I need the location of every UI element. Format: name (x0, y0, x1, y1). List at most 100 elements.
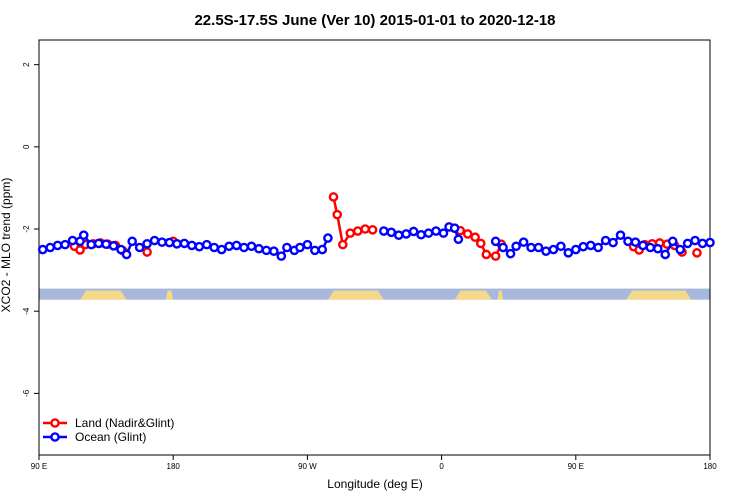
series-1-point-76 (660, 249, 671, 260)
land-band-5 (626, 290, 692, 300)
series-0-point-19 (462, 229, 473, 239)
surface-band (39, 288, 710, 300)
land-band-0 (80, 290, 127, 300)
series-1-point-37 (302, 239, 313, 250)
land-band-1 (165, 290, 174, 300)
y-tick-label-4: -6 (22, 389, 31, 397)
y-tick-label-1: 0 (22, 144, 31, 149)
series-1-point-21 (187, 240, 197, 251)
series-1-point-73 (638, 240, 648, 251)
series-0-point-21 (475, 238, 486, 249)
y-tick-label-3: -4 (22, 307, 31, 315)
series-0 (69, 192, 702, 261)
series-1-point-22 (194, 241, 205, 252)
series-1-point-18 (164, 237, 175, 248)
x-tick-label-0: 90 E (31, 462, 47, 471)
legend: Land (Nadir&Glint)Ocean (Glint) (43, 416, 174, 444)
series-1-point-53 (490, 236, 501, 247)
series-1-point-20 (179, 238, 190, 249)
series-1-point-7 (86, 239, 96, 250)
series-layer (37, 192, 715, 261)
series-1-point-69 (608, 237, 618, 248)
series-1-point-56 (511, 241, 521, 252)
series-0-point-20 (470, 232, 480, 243)
series-0-point-10 (328, 192, 339, 202)
y-tick-label-2: -2 (22, 225, 31, 233)
series-0-point-14 (352, 226, 363, 236)
series-1-point-71 (623, 236, 633, 247)
series-1-point-1 (45, 242, 55, 253)
y-tick-label-0: 2 (22, 62, 31, 67)
series-1-point-41 (379, 226, 389, 236)
series-1-point-44 (401, 229, 411, 239)
series-1-point-67 (593, 242, 603, 253)
series-0-point-22 (481, 249, 492, 260)
series-1-point-45 (408, 226, 419, 237)
series-0-point-16 (367, 225, 378, 235)
series-1-point-80 (690, 235, 700, 246)
series-1-point-58 (526, 242, 536, 253)
series-1-point-82 (705, 237, 715, 248)
series-0-point-33 (692, 248, 702, 258)
x-tick-label-3: 0 (439, 462, 444, 471)
series-1-point-12 (121, 249, 132, 260)
series-1-point-39 (317, 244, 328, 255)
series-1-point-19 (172, 239, 182, 249)
series-1-point-42 (386, 227, 397, 238)
series-1-point-13 (127, 236, 137, 247)
series-1-point-8 (93, 238, 104, 249)
legend-marker-1 (50, 432, 60, 442)
series-1-point-9 (101, 239, 111, 250)
series-1-point-63 (563, 248, 574, 258)
y-axis-label: XCO2 - MLO trend (ppm) (0, 178, 13, 313)
series-1-point-29 (246, 241, 257, 252)
series-1-point-57 (518, 237, 529, 247)
x-axis-label: Longitude (deg E) (327, 477, 422, 491)
series-1-point-31 (261, 245, 272, 256)
series-1-point-59 (533, 242, 544, 253)
series-1-point-64 (571, 244, 581, 255)
series-1-point-52 (453, 234, 464, 245)
series-0-point-1 (75, 245, 85, 255)
series-1-point-72 (630, 237, 641, 247)
series-1-point-16 (149, 235, 160, 246)
series-1-point-3 (60, 239, 70, 250)
series-1-point-15 (142, 239, 152, 249)
series-1-point-38 (310, 245, 320, 256)
series-1-point-27 (231, 240, 242, 251)
series-0-point-15 (360, 224, 370, 234)
series-0-point-8 (142, 247, 152, 257)
series-1-point-60 (541, 246, 551, 256)
series-1-point-23 (201, 239, 212, 250)
series-1-point-40 (323, 233, 333, 243)
series-1-point-54 (498, 242, 508, 253)
series-0-point-11 (332, 209, 343, 220)
series-1-point-65 (578, 241, 589, 252)
series-1-point-62 (556, 241, 566, 252)
series-1-point-6 (78, 230, 89, 240)
series-1-point-34 (282, 242, 292, 253)
series-0-point-12 (338, 239, 348, 250)
legend-marker-0 (50, 418, 60, 428)
series-1-point-70 (615, 230, 626, 240)
series-1-point-75 (653, 243, 663, 254)
series-1-point-46 (416, 229, 426, 240)
series-1-point-2 (52, 240, 63, 251)
land-band-3 (454, 290, 492, 300)
series-1-point-4 (67, 235, 78, 246)
series-1-point-32 (269, 246, 279, 256)
series-1-point-43 (393, 230, 404, 240)
legend-label-0: Land (Nadir&Glint) (75, 416, 174, 430)
x-tick-label-4: 90 E (568, 462, 584, 471)
series-1-point-74 (645, 242, 656, 253)
series-0-line-3 (332, 196, 373, 246)
series-1-point-61 (548, 244, 559, 255)
series-1-point-30 (254, 243, 264, 254)
series-1-point-55 (505, 248, 516, 259)
series-1-point-10 (108, 241, 119, 251)
series-1-point-11 (116, 244, 126, 255)
chart-title: 22.5S-17.5S June (Ver 10) 2015-01-01 to … (194, 12, 555, 29)
series-1-point-81 (697, 238, 708, 249)
series-0-point-23 (490, 251, 501, 261)
